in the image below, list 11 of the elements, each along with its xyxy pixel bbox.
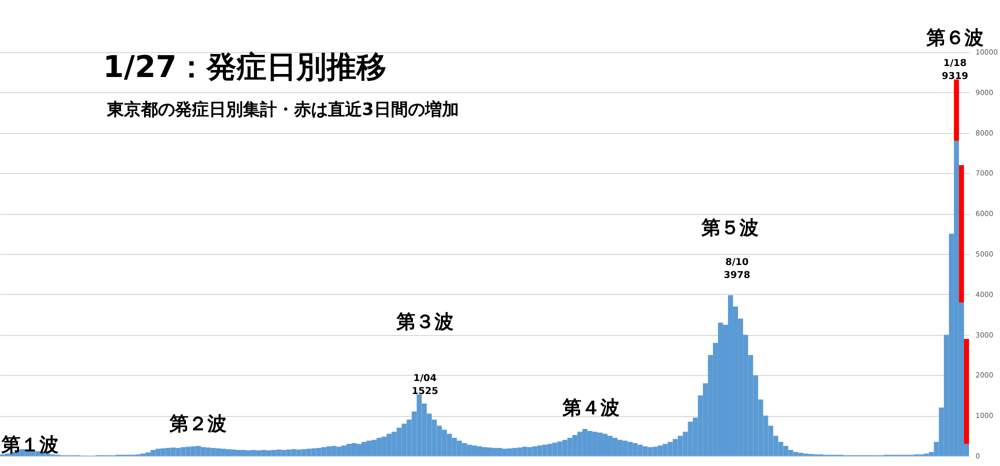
text: 東京都の発症日別集計・赤は直近3日間の増加 [106, 99, 459, 120]
annotation: 第２波 [168, 413, 226, 435]
annotation: 1/04 1525 [412, 373, 438, 397]
annotation: 第１波 [0, 434, 58, 456]
text: 第６波 [926, 27, 984, 49]
annotation: 第３波 [396, 311, 454, 333]
annotation: 1/18 9319 [942, 58, 968, 82]
annotation: 第４波 [562, 397, 620, 419]
annotation: 第５波 [700, 217, 758, 239]
chart-title: 1/27：発症日別推移 [103, 50, 387, 85]
annotation: 8/10 3978 [724, 257, 751, 281]
